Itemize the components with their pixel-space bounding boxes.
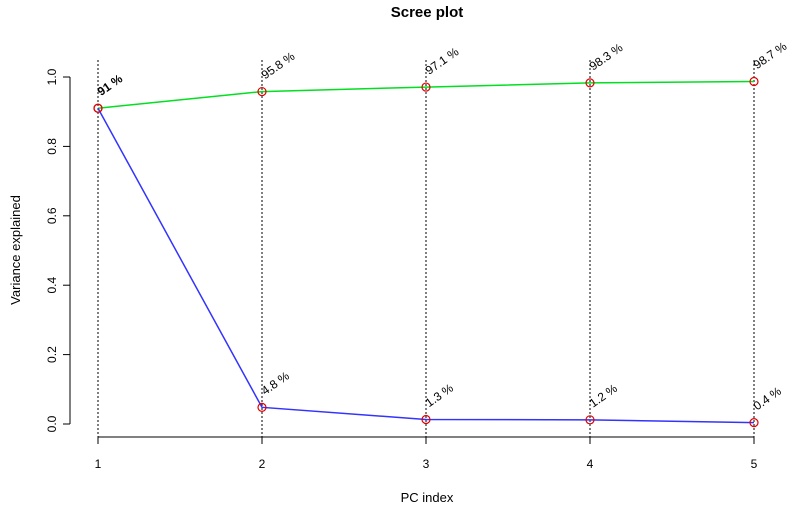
y-axis-label: Variance explained bbox=[8, 195, 23, 305]
individual-data-label: 1.3 % bbox=[423, 381, 456, 410]
cumulative-point bbox=[257, 86, 267, 97]
series-lines bbox=[97, 80, 755, 424]
individual-point bbox=[585, 415, 595, 425]
y-tick-label: 0.0 bbox=[45, 415, 59, 432]
y-tick-label: 0.4 bbox=[45, 277, 59, 294]
vertical-guide-lines bbox=[97, 60, 755, 437]
axes: 0.0 0.2 0.4 0.6 0.8 1.0 1 2 3 4 5 bbox=[45, 68, 757, 471]
individual-data-label: 4.8 % bbox=[259, 369, 292, 398]
y-tick-label: 0.6 bbox=[45, 207, 59, 224]
individual-data-label: 1.2 % bbox=[587, 381, 620, 410]
cumulative-variance-line bbox=[97, 80, 755, 109]
x-axis-label: PC index bbox=[401, 490, 454, 505]
individual-variance-line bbox=[97, 107, 755, 424]
cumulative-data-label: 95.8 % bbox=[259, 49, 298, 82]
x-tick-label: 4 bbox=[587, 457, 594, 471]
x-tick-label: 3 bbox=[423, 457, 430, 471]
data-labels: 91 % 95.8 % 97.1 % 98.3 % 98.7 % 4.8 % 1.3 % 1.… bbox=[95, 39, 790, 413]
y-tick-label: 0.8 bbox=[45, 138, 59, 155]
cumulative-data-label: 97.1 % bbox=[423, 44, 462, 77]
cumulative-point bbox=[749, 76, 759, 87]
individual-point bbox=[421, 414, 431, 425]
x-tick-label: 5 bbox=[751, 457, 758, 471]
x-tick-label: 1 bbox=[95, 457, 102, 471]
cumulative-data-label: 91 % bbox=[95, 71, 126, 98]
individual-data-label: 0.4 % bbox=[751, 384, 784, 413]
chart-title: Scree plot bbox=[391, 4, 464, 21]
individual-point bbox=[93, 103, 103, 113]
data-points bbox=[93, 76, 759, 428]
y-tick-label: 1.0 bbox=[45, 68, 59, 85]
x-tick-label: 2 bbox=[259, 457, 266, 471]
individual-point bbox=[257, 402, 267, 412]
cumulative-point bbox=[585, 78, 595, 88]
cumulative-data-label: 98.7 % bbox=[751, 39, 790, 72]
cumulative-data-label: 98.3 % bbox=[587, 40, 626, 73]
individual-point bbox=[749, 418, 759, 428]
cumulative-point bbox=[421, 82, 431, 92]
y-tick-label: 0.2 bbox=[45, 346, 59, 363]
